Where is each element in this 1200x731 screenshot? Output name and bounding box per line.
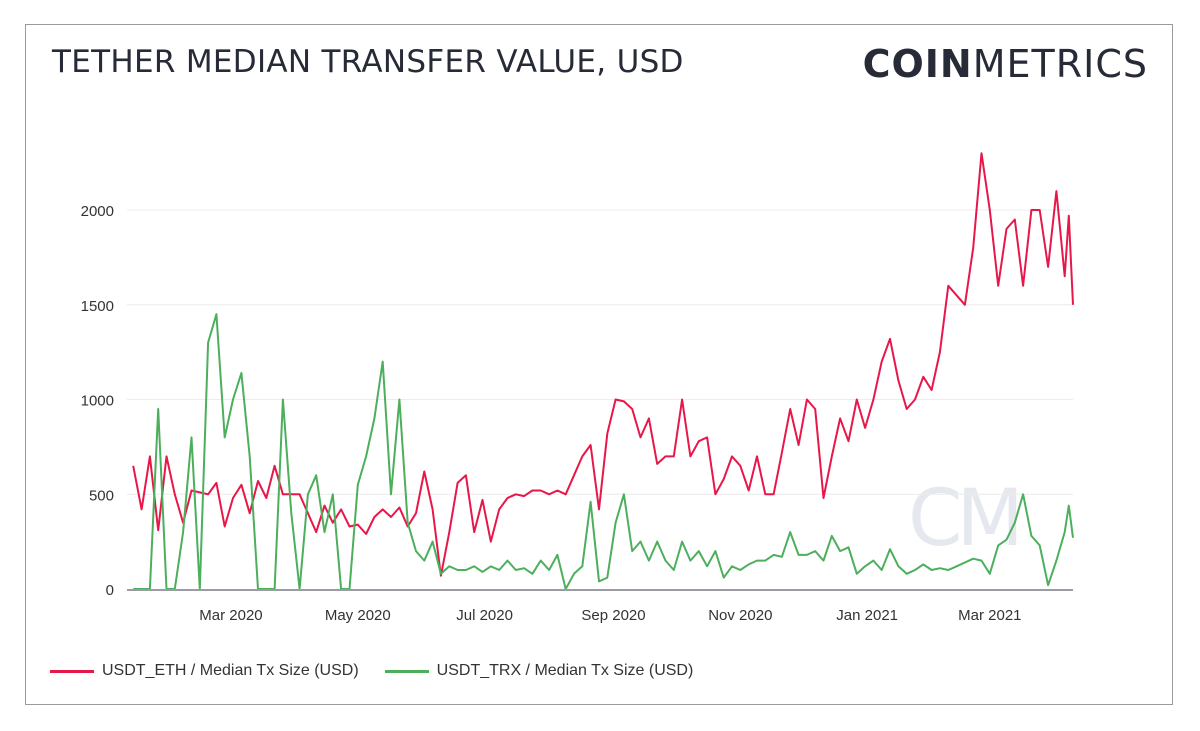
cm-watermark: CM bbox=[908, 474, 1018, 564]
coinmetrics-logo: COINMETRICS bbox=[863, 42, 1148, 86]
legend-item-trx[interactable]: USDT_TRX / Median Tx Size (USD) bbox=[384, 662, 694, 680]
y-tick-label: 2000 bbox=[81, 203, 114, 220]
y-tick-label: 0 bbox=[106, 582, 114, 599]
y-tick-label: 1000 bbox=[81, 393, 114, 410]
x-tick-label: Jul 2020 bbox=[456, 607, 513, 624]
y-tick-label: 1500 bbox=[81, 298, 114, 315]
chart-frame bbox=[25, 24, 1173, 705]
chart-title: TETHER MEDIAN TRANSFER VALUE, USD bbox=[52, 44, 684, 80]
series-line-eth bbox=[132, 152, 1074, 577]
legend-label-eth: USDT_ETH / Median Tx Size (USD) bbox=[102, 662, 359, 679]
x-tick-label: Mar 2020 bbox=[199, 607, 262, 624]
x-tick-label: Jan 2021 bbox=[836, 607, 898, 624]
series-line-trx bbox=[133, 313, 1074, 590]
legend-swatch-eth bbox=[50, 669, 94, 673]
logo-bold-text: COIN bbox=[862, 42, 973, 86]
y-tick-label: 500 bbox=[89, 487, 114, 504]
legend-item-eth[interactable]: USDT_ETH / Median Tx Size (USD) bbox=[50, 662, 359, 680]
x-tick-label: Sep 2020 bbox=[581, 607, 645, 624]
legend: USDT_ETH / Median Tx Size (USD) USDT_TRX… bbox=[50, 662, 693, 680]
x-tick-label: Mar 2021 bbox=[958, 607, 1021, 624]
legend-swatch-trx bbox=[384, 669, 429, 673]
x-tick-label: May 2020 bbox=[325, 607, 391, 624]
legend-label-trx: USDT_TRX / Median Tx Size (USD) bbox=[436, 662, 694, 679]
logo-light-text: METRICS bbox=[972, 42, 1148, 86]
x-tick-label: Nov 2020 bbox=[708, 607, 772, 624]
